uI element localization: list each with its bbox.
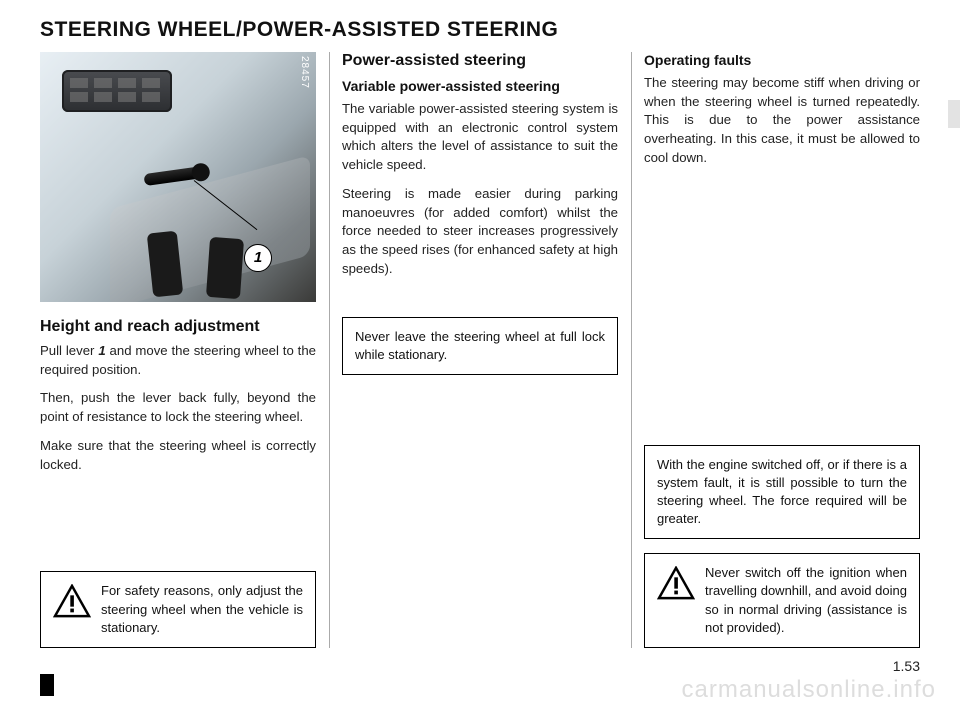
col2-note: Never leave the steering wheel at full l… [342,317,618,375]
steering-lever-photo: 28457 1 [40,52,316,302]
col3-note1-text: With the engine switched off, or if ther… [657,457,907,527]
col1-safety-warning: For safety reasons, only adjust the stee… [40,571,316,648]
col-separator-left [329,52,330,648]
col1-p3: Make sure that the steering wheel is cor… [40,437,316,474]
col-separator-right [631,52,632,648]
col3-ignition-warning: Never switch off the ignition when trave… [644,553,920,648]
photo-callout-1: 1 [244,244,272,272]
page-number: 1.53 [893,658,920,674]
photo-image-id: 28457 [299,56,310,89]
col1-warning-text: For safety reasons, only adjust the stee… [101,582,303,637]
warning-triangle-icon [53,584,91,618]
page-title: STEERING WHEEL/POWER-ASSISTED STEERING [40,18,558,42]
col3-warning-text: Never switch off the ignition when trave… [705,564,907,637]
column-2: Power-assisted steering Variable power-a… [342,52,618,648]
photo-switch-panel [62,70,172,112]
photo-pedal-right [206,237,244,299]
col2-gap [342,289,618,317]
col2-note-text: Never leave the steering wheel at full l… [355,329,605,362]
col2-subheading: Variable power-assisted steering [342,78,618,94]
col3-note-engine-off: With the engine switched off, or if ther… [644,445,920,540]
column-1: 28457 1 Height and reach adjustment Pull… [40,52,316,648]
thumb-tab [948,100,960,128]
col3-p1: The steering may become stiff when drivi… [644,74,920,168]
col1-p1-prefix: Pull lever [40,343,98,358]
column-3: Operating faults The steering may become… [644,52,920,648]
col2-heading: Power-assisted steering [342,52,618,70]
col1-p2: Then, push the lever back fully, beyond … [40,389,316,426]
crop-mark [40,674,54,696]
manual-page: STEERING WHEEL/POWER-ASSISTED STEERING 2… [0,0,960,710]
col2-p1: The variable power-assisted steering sys… [342,100,618,175]
col1-heading: Height and reach adjustment [40,318,316,336]
photo-lever [143,166,204,186]
warning-triangle-icon [657,566,695,600]
col3-spacer [644,178,920,445]
col3-note-stack: With the engine switched off, or if ther… [644,445,920,649]
col3-heading: Operating faults [644,52,920,68]
col1-p1-lever-ref: 1 [98,343,105,358]
col1-spacer [40,484,316,571]
watermark-text: carmanualsonline.info [682,676,936,704]
content-columns: 28457 1 Height and reach adjustment Pull… [40,52,920,648]
col2-p2: Steering is made easier during parking m… [342,185,618,279]
col1-p1: Pull lever 1 and move the steering wheel… [40,342,316,379]
